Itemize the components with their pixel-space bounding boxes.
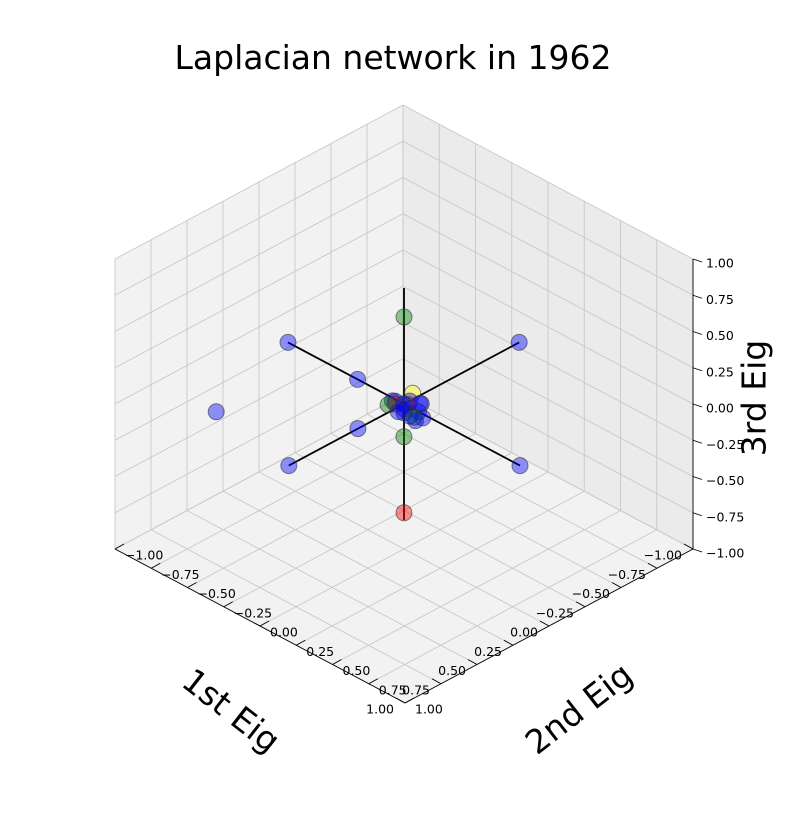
y-tick-label: 0.75: [379, 682, 407, 697]
z-tick-mark: [692, 476, 703, 480]
x-tick-mark: [575, 601, 586, 608]
y-tick-mark: [332, 659, 342, 665]
z-tick-mark: [692, 403, 703, 408]
grid-line: [114, 177, 404, 332]
grid-line: [150, 529, 442, 685]
z-tick-label: −1.00: [706, 546, 744, 561]
y-tick-label: −0.25: [234, 605, 272, 620]
grid-line: [332, 510, 621, 665]
grid-line: [114, 213, 404, 369]
z-tick-mark: [692, 294, 703, 299]
z-tick-mark: [692, 258, 703, 263]
data-point: [395, 308, 413, 326]
x-tick-label: −1.00: [644, 548, 682, 563]
data-point: [407, 412, 425, 430]
data-point: [280, 457, 298, 475]
grid-line: [186, 510, 478, 665]
x-tick-label: 0.25: [474, 644, 502, 659]
y-tick-label: 0.25: [306, 644, 334, 659]
grid-line: [296, 490, 585, 646]
z-tick-label: 0.00: [706, 401, 734, 416]
y-tick-mark: [151, 562, 161, 569]
y-tick-label: 0.00: [270, 625, 298, 640]
x-tick-mark: [431, 678, 442, 685]
x-tick-mark: [647, 562, 658, 569]
reference-axes: [287, 288, 521, 520]
data-point: [511, 457, 529, 475]
y-tick-label: −1.00: [125, 548, 163, 563]
scatter-points: [207, 308, 529, 522]
x-tick-mark: [467, 659, 478, 665]
grid-line: [114, 140, 404, 296]
x-tick-label: −0.25: [536, 605, 574, 620]
z-tick-label: 0.50: [706, 328, 734, 343]
y-tick-mark: [296, 639, 306, 646]
y-tick-mark: [223, 601, 233, 608]
x-tick-label: −0.50: [572, 586, 610, 601]
y-tick-label: 0.50: [343, 663, 371, 678]
chart-title: Laplacian network in 1962: [175, 38, 612, 77]
data-point: [349, 420, 367, 438]
x-tick-mark: [395, 697, 406, 704]
z-tick-label: 1.00: [706, 256, 734, 271]
y-tick-mark: [114, 543, 125, 550]
z-tick-mark: [692, 367, 703, 372]
y-tick-mark: [368, 678, 378, 685]
z-tick-label: 0.25: [706, 364, 734, 379]
grid-line: [402, 249, 694, 405]
data-point: [395, 428, 413, 446]
x-tick-mark: [683, 543, 694, 550]
x-tick-label: 1.00: [366, 702, 394, 717]
grid-line: [402, 104, 694, 260]
z-tick-label: −0.25: [706, 437, 744, 452]
grid-line: [259, 471, 549, 627]
grid-lines: [114, 104, 694, 704]
z-tick-mark: [692, 331, 703, 335]
x-tick-label: 0.00: [510, 625, 538, 640]
y-axis-label: 2nd Eig: [518, 655, 640, 762]
z-tick-mark: [692, 548, 703, 553]
y-tick-label: 1.00: [415, 702, 443, 717]
tick-labels: 1.00 0.75 0.50 0.25 0.00 −0.25 −0.50 −0.75 −1.00…: [114, 256, 744, 717]
z-axis-label: 3rd Eig: [735, 340, 774, 456]
x-tick-label: 0.75: [402, 682, 430, 697]
grid-line: [114, 104, 404, 260]
grid-line: [402, 140, 694, 296]
y-tick-mark: [187, 582, 197, 588]
z-tick-mark: [692, 439, 703, 444]
grid-line: [222, 490, 514, 646]
z-tick-label: 0.75: [706, 292, 734, 307]
data-point: [279, 333, 297, 351]
z-tick-label: −0.75: [706, 509, 744, 524]
grid-line: [368, 529, 657, 685]
grid-line: [114, 249, 404, 405]
z-tick-mark: [692, 512, 703, 517]
y-tick-label: −0.50: [198, 586, 236, 601]
y-tick-mark: [404, 697, 415, 704]
x-tick-label: −0.75: [608, 567, 646, 582]
x-tick-label: 0.50: [438, 663, 466, 678]
data-point: [510, 333, 528, 351]
data-point: [207, 403, 225, 421]
data-point: [349, 370, 367, 388]
x-tick-mark: [503, 639, 514, 646]
z-tick-label: −0.50: [706, 473, 744, 488]
grid-line: [402, 213, 694, 369]
data-point: [395, 504, 413, 522]
y-tick-label: −0.75: [161, 567, 199, 582]
x-axis-label: 1st Eig: [175, 660, 288, 760]
x-tick-mark: [539, 620, 550, 627]
y-tick-mark: [259, 620, 270, 627]
grid-line: [402, 177, 694, 332]
x-tick-mark: [611, 582, 622, 588]
